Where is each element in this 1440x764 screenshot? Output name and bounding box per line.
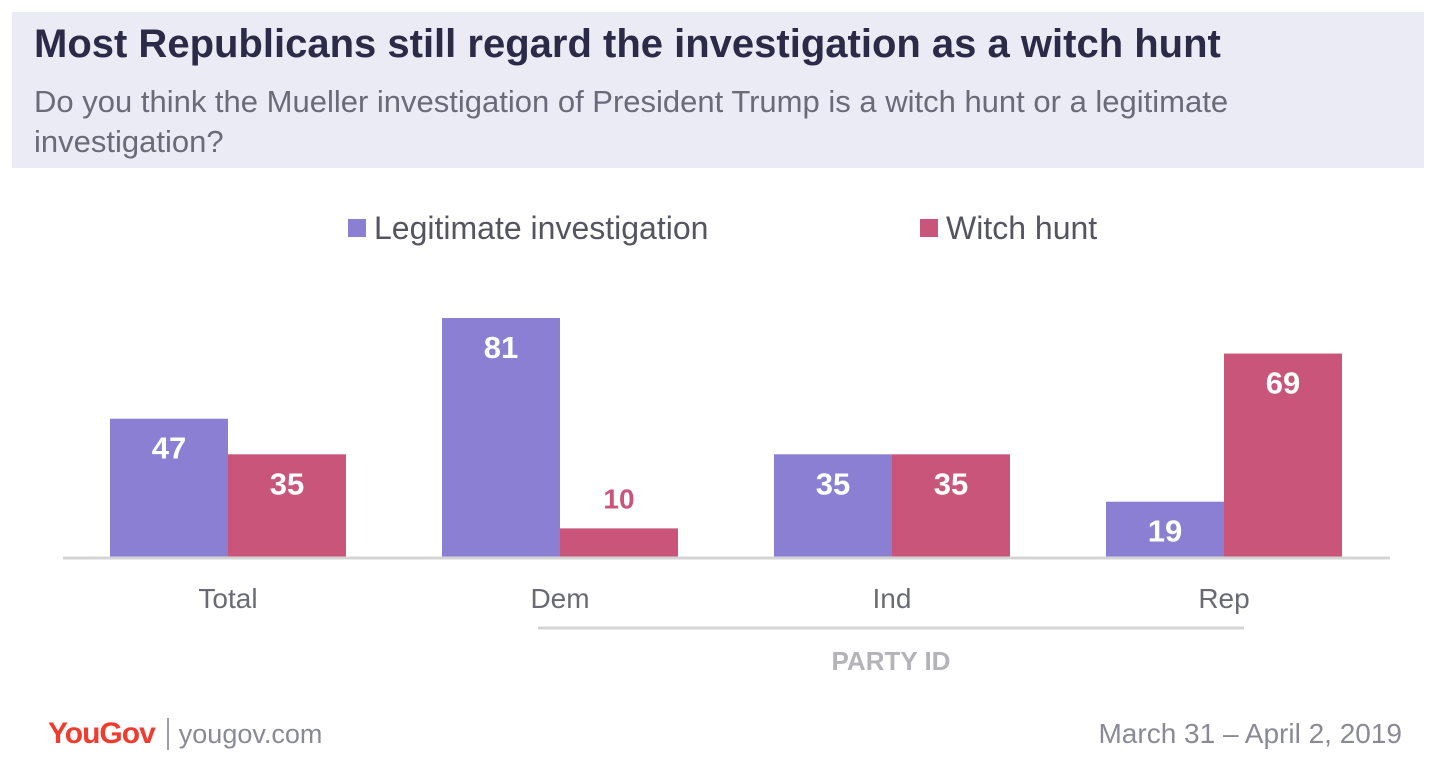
data-label: 19 <box>1148 514 1182 549</box>
bar <box>774 454 892 558</box>
chart-title: Most Republicans still regard the invest… <box>34 22 1221 66</box>
bar <box>228 454 346 558</box>
legend-swatch-legitimate <box>348 219 366 237</box>
footer-branding: YouGov yougov.com <box>48 714 322 754</box>
category-label: Dem <box>530 583 589 614</box>
data-label: 81 <box>484 330 518 365</box>
footer-site: yougov.com <box>178 718 323 749</box>
bar <box>1106 501 1224 558</box>
legend-label-witch-hunt: Witch hunt <box>946 209 1098 246</box>
chart-header: Most Republicans still regard the invest… <box>12 12 1424 168</box>
data-label: 35 <box>816 466 850 501</box>
legend-item-legitimate: Legitimate investigation <box>348 206 708 250</box>
data-label: 35 <box>934 466 968 501</box>
footer-divider <box>166 718 169 750</box>
data-label: 10 <box>603 483 634 514</box>
footer-date: March 31 – April 2, 2019 <box>1098 718 1402 749</box>
chart-legend: Legitimate investigation Witch hunt <box>0 206 1440 250</box>
bar <box>892 454 1010 558</box>
category-label: Total <box>198 583 257 614</box>
bar <box>1224 353 1342 558</box>
data-label: 35 <box>270 466 304 501</box>
bar <box>560 528 678 558</box>
category-label: Rep <box>1198 583 1249 614</box>
chart-subtitle: Do you think the Mueller investigation o… <box>34 84 1229 159</box>
data-label: 69 <box>1266 366 1300 401</box>
bar <box>442 318 560 558</box>
bar <box>110 418 228 558</box>
group-label: PARTY ID <box>832 646 951 676</box>
yougov-logo: YouGov <box>48 717 156 750</box>
category-label: Ind <box>873 583 912 614</box>
legend-label-legitimate: Legitimate investigation <box>374 209 709 246</box>
legend-item-witch-hunt: Witch hunt <box>920 206 1097 250</box>
data-label: 47 <box>152 431 186 466</box>
legend-swatch-witch-hunt <box>920 219 938 237</box>
